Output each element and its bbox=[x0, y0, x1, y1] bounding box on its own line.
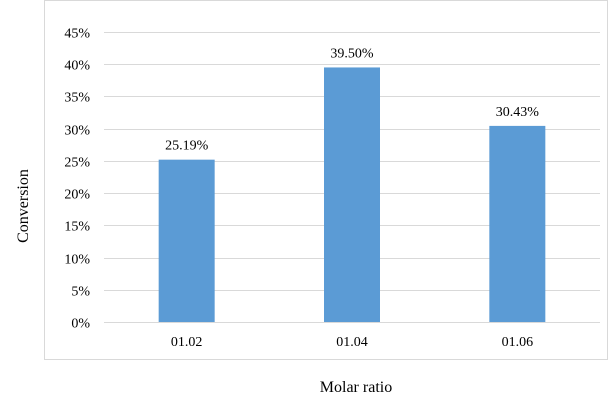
bars bbox=[158, 67, 546, 322]
x-tick-label: 01.02 bbox=[171, 335, 203, 350]
data-label: 39.50% bbox=[330, 46, 374, 61]
y-tick-label: 15% bbox=[64, 220, 90, 235]
bar-01.06 bbox=[489, 125, 546, 322]
data-label: 30.43% bbox=[496, 105, 540, 120]
x-tick-label: 01.06 bbox=[502, 335, 534, 350]
y-tick-label: 40% bbox=[64, 59, 90, 74]
y-tick-label: 25% bbox=[64, 156, 90, 171]
x-axis-title: Molar ratio bbox=[320, 379, 392, 396]
bar-01.02 bbox=[158, 159, 215, 322]
y-tick-label: 10% bbox=[64, 253, 90, 268]
y-tick-label: 20% bbox=[64, 188, 90, 203]
y-tick-label: 30% bbox=[64, 124, 90, 139]
y-axis-title: Conversion bbox=[15, 169, 32, 243]
x-tick-label: 01.04 bbox=[336, 335, 368, 350]
bar-01.04 bbox=[324, 67, 380, 322]
y-axis-tick-labels: 0% 5% 10% 15% 20% 25% 30% 35% 40% 45% bbox=[64, 27, 90, 332]
data-label: 25.19% bbox=[165, 139, 209, 154]
y-tick-label: 0% bbox=[71, 317, 90, 332]
data-labels: 25.19% 39.50% 30.43% bbox=[165, 46, 539, 153]
y-tick-label: 35% bbox=[64, 91, 90, 106]
y-tick-label: 5% bbox=[71, 285, 90, 300]
y-tick-label: 45% bbox=[64, 27, 90, 42]
x-axis-tick-labels: 01.02 01.04 01.06 bbox=[171, 335, 533, 350]
